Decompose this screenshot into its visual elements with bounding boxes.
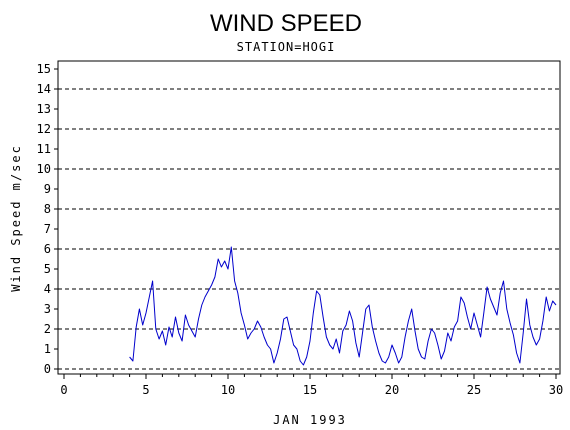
y-tick-label: 15	[37, 62, 51, 76]
y-tick-label: 7	[44, 222, 51, 236]
series-layer	[129, 246, 557, 366]
series-line-0	[129, 246, 557, 366]
x-tick-label: 0	[60, 383, 67, 397]
chart-title: WIND SPEED	[210, 10, 362, 37]
y-tick-label: 11	[37, 142, 51, 156]
y-tick-label: 8	[44, 202, 51, 216]
y-tick-label: 14	[37, 82, 51, 96]
x-tick-label: 10	[221, 383, 235, 397]
y-tick-label: 9	[44, 182, 51, 196]
x-axis-label: JAN 1993	[273, 413, 347, 427]
y-axis-label: Wind Speed m/sec	[9, 144, 23, 292]
chart-subtitle: STATION=HOGI	[237, 40, 336, 54]
y-tick-label: 13	[37, 102, 51, 116]
x-tick-label: 20	[385, 383, 399, 397]
y-tick-label: 0	[44, 362, 51, 376]
y-tick-label: 4	[44, 282, 51, 296]
y-tick-label: 10	[37, 162, 51, 176]
y-tick-label: 12	[37, 122, 51, 136]
y-tick-label: 1	[44, 342, 51, 356]
y-tick-label: 3	[44, 302, 51, 316]
x-tick-label: 25	[467, 383, 481, 397]
y-tick-label: 5	[44, 262, 51, 276]
y-tick-label: 6	[44, 242, 51, 256]
x-tick-label: 5	[142, 383, 149, 397]
x-tick-label: 15	[303, 383, 317, 397]
x-axis: 0 5 10 15 20 25 30	[60, 374, 563, 397]
plot-area	[57, 60, 561, 375]
x-tick-label: 30	[549, 383, 563, 397]
reference-lines	[58, 88, 560, 370]
y-tick-label: 2	[44, 322, 51, 336]
